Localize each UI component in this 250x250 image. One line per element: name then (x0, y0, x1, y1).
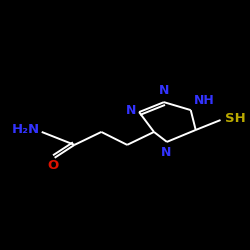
Text: N: N (159, 84, 169, 97)
Text: NH: NH (194, 94, 214, 107)
Text: O: O (47, 159, 58, 172)
Text: N: N (126, 104, 136, 117)
Text: N: N (161, 146, 171, 159)
Text: H₂N: H₂N (12, 124, 40, 136)
Text: SH: SH (224, 112, 245, 124)
